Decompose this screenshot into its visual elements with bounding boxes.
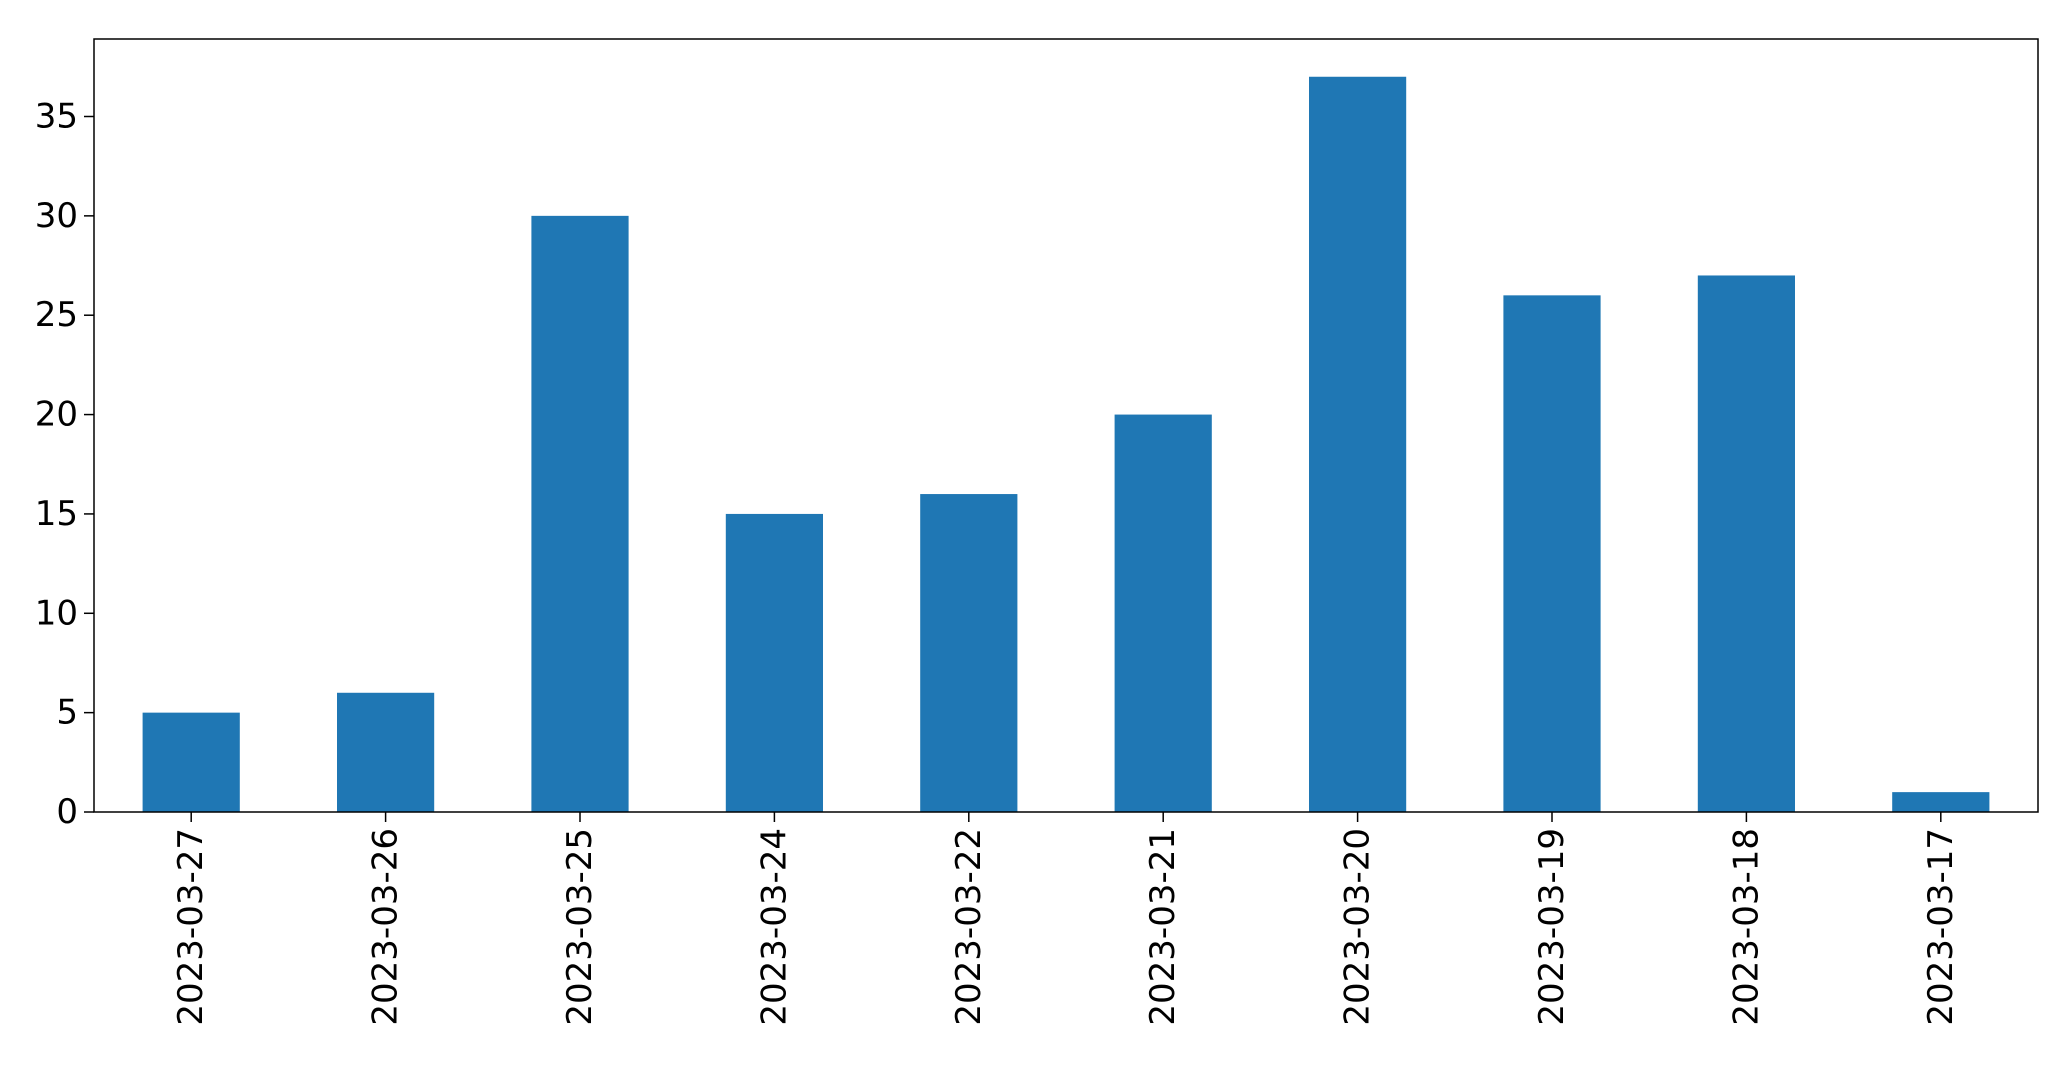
bars-layer — [142, 76, 1990, 812]
bar-2023-03-26 — [337, 692, 435, 812]
y-tick-label: 20 — [35, 395, 78, 435]
y-tick-label: 30 — [35, 196, 78, 236]
x-tick-label: 2023-03-19 — [1532, 828, 1572, 1026]
bar-2023-03-22 — [920, 494, 1018, 812]
x-tick-label: 2023-03-17 — [1921, 828, 1961, 1026]
x-tick-label: 2023-03-24 — [754, 828, 794, 1026]
x-tick-label: 2023-03-20 — [1338, 828, 1378, 1026]
bar-2023-03-27 — [142, 712, 240, 812]
x-tick-label: 2023-03-27 — [171, 828, 211, 1026]
bar-2023-03-20 — [1309, 76, 1407, 812]
y-tick-label: 15 — [35, 494, 78, 534]
bar-2023-03-21 — [1114, 414, 1212, 812]
x-tick-label: 2023-03-22 — [949, 828, 989, 1026]
x-tick-label: 2023-03-26 — [366, 828, 406, 1026]
y-tick-label: 10 — [35, 593, 78, 633]
y-tick-label: 0 — [56, 792, 78, 832]
bar-2023-03-24 — [725, 513, 823, 812]
y-axis: 0 5 10 15 20 25 30 35 — [35, 96, 94, 832]
bar-2023-03-19 — [1503, 295, 1601, 812]
bar-2023-03-18 — [1697, 275, 1795, 812]
y-tick-label: 25 — [35, 295, 78, 335]
bar-2023-03-25 — [531, 215, 629, 812]
bar-2023-03-17 — [1892, 792, 1990, 812]
x-tick-label: 2023-03-25 — [560, 828, 600, 1026]
x-tick-label: 2023-03-21 — [1143, 828, 1183, 1026]
plot-frame — [93, 38, 2039, 813]
y-tick-label: 5 — [56, 693, 78, 733]
y-tick-label: 35 — [35, 96, 78, 136]
x-tick-label: 2023-03-18 — [1726, 828, 1766, 1026]
x-axis: 2023-03-27 2023-03-26 2023-03-25 2023-03-24… — [171, 812, 1961, 1026]
